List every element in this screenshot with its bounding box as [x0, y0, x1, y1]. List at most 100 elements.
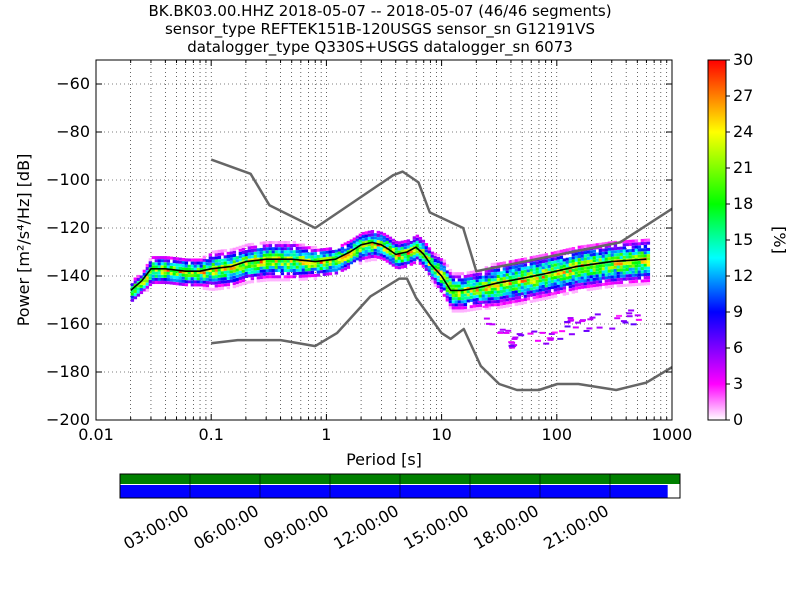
heatmap-cell — [394, 247, 399, 251]
heatmap-cell — [541, 269, 546, 273]
heatmap-cell — [469, 273, 474, 277]
heatmap-cell — [460, 300, 465, 304]
heatmap-cell — [460, 278, 465, 282]
heatmap-cell — [583, 251, 588, 255]
heatmap-cell — [148, 276, 153, 280]
heatmap-cell — [637, 251, 642, 255]
heatmap-cell — [526, 266, 531, 270]
heatmap-cell — [232, 257, 237, 261]
heatmap-cell — [448, 303, 453, 307]
heatmap-cell — [259, 269, 264, 273]
heatmap-cell — [610, 247, 615, 251]
heatmap-cell — [310, 267, 315, 271]
heatmap-cell — [565, 248, 570, 252]
heatmap-cell — [619, 265, 624, 269]
heatmap-cell — [337, 267, 342, 271]
heatmap-cell — [322, 257, 327, 261]
heatmap-cell — [340, 265, 345, 269]
heatmap-cell — [568, 275, 573, 279]
heatmap-cell — [265, 250, 270, 254]
heatmap-cell — [238, 255, 243, 259]
heatmap-cell — [559, 280, 564, 284]
heatmap-cell — [181, 279, 186, 283]
heatmap-cell — [298, 268, 303, 272]
heatmap-cell — [589, 259, 594, 263]
heatmap-cell — [220, 249, 225, 253]
heatmap-cell — [610, 253, 615, 257]
heatmap-cell — [634, 251, 639, 255]
heatmap-cell — [535, 261, 540, 265]
heatmap-cell — [421, 239, 426, 243]
heatmap-cell — [175, 276, 180, 280]
heatmap-cell — [526, 272, 531, 276]
heatmap-cell — [622, 255, 627, 259]
heatmap-cell — [277, 275, 282, 279]
heatmap-cell — [475, 297, 480, 301]
heatmap-cell — [541, 288, 546, 292]
heatmap-cell — [241, 247, 246, 251]
heatmap-cell — [583, 285, 588, 289]
heatmap-cell — [316, 248, 321, 252]
time-axis-ticks — [189, 474, 611, 498]
heatmap-cell — [283, 256, 288, 260]
heatmap-cell — [616, 262, 621, 266]
heatmap-cell — [262, 275, 267, 279]
heatmap-cell — [565, 270, 570, 274]
heatmap-cell — [247, 274, 252, 278]
heatmap-cell — [430, 254, 435, 258]
heatmap-cell — [268, 256, 273, 260]
heatmap-cell — [367, 230, 372, 234]
heatmap-cell — [253, 251, 258, 255]
heatmap-cell — [262, 260, 267, 264]
heatmap-cell — [586, 284, 591, 288]
heatmap-cell — [472, 289, 477, 293]
heatmap-cell — [409, 256, 414, 260]
heatmap-cell — [178, 276, 183, 280]
heatmap-cell — [499, 277, 504, 281]
heatmap-cell — [304, 252, 309, 256]
heatmap-cell — [247, 268, 252, 272]
heatmap-cell — [490, 297, 495, 301]
heatmap-cell — [448, 272, 453, 276]
colorbar-tick-label: 24 — [733, 122, 753, 141]
heatmap-cell — [202, 258, 207, 262]
heatmap-cell — [556, 284, 561, 288]
heatmap-cell — [211, 275, 216, 279]
heatmap-cell — [394, 265, 399, 269]
heatmap-cell — [388, 252, 393, 256]
heatmap-cell — [548, 337, 555, 340]
y-tick-label: −100 — [46, 170, 90, 189]
heatmap-cell — [541, 278, 546, 282]
heatmap-cell — [268, 272, 273, 276]
heatmap-cell — [148, 258, 153, 262]
heatmap-cell — [274, 262, 279, 266]
heatmap-cell — [343, 242, 348, 246]
heatmap-cell — [190, 258, 195, 262]
heatmap-cell — [181, 261, 186, 265]
heatmap-cell — [325, 272, 330, 276]
heatmap-cell — [361, 241, 366, 245]
heatmap-cell — [235, 268, 240, 272]
heatmap-cell — [376, 233, 381, 237]
heatmap-cell — [571, 278, 576, 282]
heatmap-cell — [199, 274, 204, 278]
heatmap-cell — [625, 264, 630, 268]
heatmap-cell — [166, 278, 171, 282]
heatmap-cell — [304, 271, 309, 275]
heatmap-cell — [367, 249, 372, 253]
heatmap-cell — [340, 247, 345, 251]
heatmap-cell — [529, 281, 534, 285]
heatmap-cell — [529, 278, 534, 282]
heatmap-cell — [265, 253, 270, 257]
heatmap-cell — [295, 250, 300, 254]
heatmap-cell — [139, 291, 144, 295]
heatmap-cell — [355, 238, 360, 242]
heatmap-cell — [274, 247, 279, 251]
heatmap-cell — [232, 254, 237, 258]
heatmap-cell — [484, 266, 489, 270]
heatmap-cell — [466, 274, 471, 278]
heatmap-cell — [376, 255, 381, 259]
heatmap-cell — [514, 268, 519, 272]
heatmap-cell — [643, 263, 648, 267]
